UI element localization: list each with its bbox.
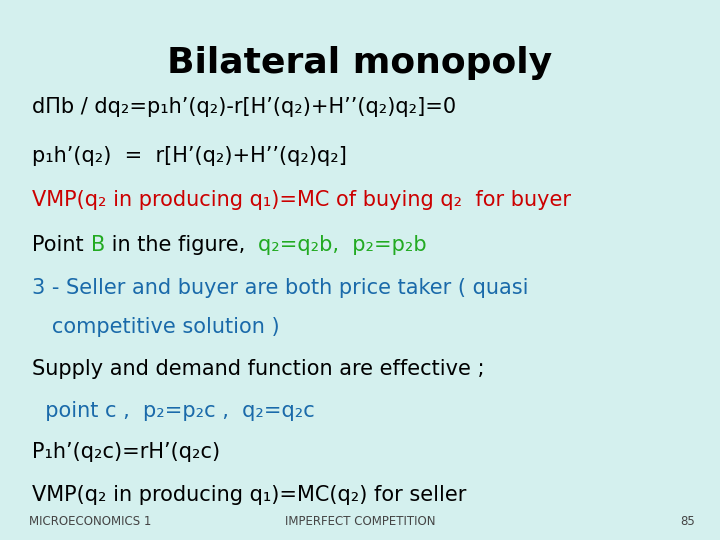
Text: p₁h’(q₂)  =  r[H’(q₂)+H’’(q₂)q₂]: p₁h’(q₂) = r[H’(q₂)+H’’(q₂)q₂] [32,146,347,166]
Text: in the figure,: in the figure, [105,235,258,255]
Text: Supply and demand function are effective ;: Supply and demand function are effective… [32,359,485,379]
Text: dΠb / dq₂=p₁h’(q₂)-r[H’(q₂)+H’’(q₂)q₂]=0: dΠb / dq₂=p₁h’(q₂)-r[H’(q₂)+H’’(q₂)q₂]=0 [32,97,456,117]
Text: P₁h’(q₂c)=rH’(q₂c): P₁h’(q₂c)=rH’(q₂c) [32,442,220,462]
Text: VMP(q₂ in producing q₁)=MC(q₂) for seller: VMP(q₂ in producing q₁)=MC(q₂) for selle… [32,485,467,505]
Text: competitive solution ): competitive solution ) [32,317,280,337]
Text: Point: Point [32,235,91,255]
Text: point c ,  p₂=p₂c ,  q₂=q₂c: point c , p₂=p₂c , q₂=q₂c [32,401,315,421]
Text: Bilateral monopoly: Bilateral monopoly [168,46,552,80]
Text: MICROECONOMICS 1: MICROECONOMICS 1 [29,515,151,528]
Text: IMPERFECT COMPETITION: IMPERFECT COMPETITION [284,515,436,528]
Text: B: B [91,235,105,255]
Text: q₂=q₂b,  p₂=p₂b: q₂=q₂b, p₂=p₂b [258,235,427,255]
Text: 3 - Seller and buyer are both price taker ( quasi: 3 - Seller and buyer are both price take… [32,278,529,298]
Text: 85: 85 [680,515,695,528]
Text: VMP(q₂ in producing q₁)=MC of buying q₂  for buyer: VMP(q₂ in producing q₁)=MC of buying q₂ … [32,190,572,210]
